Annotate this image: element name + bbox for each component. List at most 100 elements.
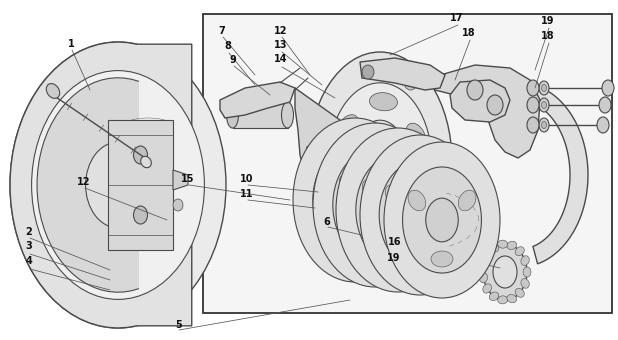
Polygon shape — [10, 42, 192, 328]
Ellipse shape — [403, 192, 437, 237]
Ellipse shape — [367, 142, 393, 182]
Ellipse shape — [133, 146, 148, 164]
Text: 18: 18 — [541, 31, 555, 41]
Ellipse shape — [362, 65, 374, 79]
Ellipse shape — [541, 102, 546, 108]
Ellipse shape — [483, 284, 491, 293]
Ellipse shape — [32, 71, 205, 300]
Ellipse shape — [416, 179, 434, 200]
Polygon shape — [533, 86, 588, 264]
Ellipse shape — [362, 179, 380, 200]
Ellipse shape — [507, 241, 517, 250]
Polygon shape — [37, 78, 139, 292]
Ellipse shape — [393, 174, 411, 195]
Ellipse shape — [86, 142, 150, 228]
Ellipse shape — [487, 95, 503, 115]
Ellipse shape — [539, 98, 549, 112]
Ellipse shape — [480, 273, 488, 283]
Ellipse shape — [356, 154, 440, 266]
Ellipse shape — [437, 185, 455, 205]
Ellipse shape — [527, 80, 539, 96]
Ellipse shape — [541, 85, 546, 91]
Ellipse shape — [527, 117, 539, 133]
Ellipse shape — [315, 206, 325, 214]
Ellipse shape — [373, 169, 391, 190]
Ellipse shape — [282, 102, 294, 128]
Polygon shape — [295, 88, 352, 195]
Ellipse shape — [173, 199, 183, 211]
Ellipse shape — [539, 118, 549, 132]
Ellipse shape — [497, 296, 508, 304]
Ellipse shape — [227, 102, 239, 128]
Ellipse shape — [493, 256, 517, 288]
Polygon shape — [303, 147, 347, 203]
Ellipse shape — [497, 240, 508, 248]
Text: 15: 15 — [181, 174, 195, 184]
Ellipse shape — [521, 256, 529, 266]
Ellipse shape — [333, 149, 417, 261]
Ellipse shape — [431, 251, 453, 267]
Polygon shape — [232, 102, 287, 128]
Ellipse shape — [313, 123, 437, 287]
Text: 4: 4 — [25, 256, 32, 266]
Ellipse shape — [355, 188, 369, 206]
Ellipse shape — [408, 190, 426, 211]
Ellipse shape — [379, 160, 461, 269]
Text: 19: 19 — [541, 16, 555, 26]
Ellipse shape — [404, 72, 418, 90]
Text: 10: 10 — [240, 174, 254, 184]
Ellipse shape — [597, 117, 609, 133]
Ellipse shape — [489, 292, 499, 301]
Ellipse shape — [507, 294, 517, 303]
Ellipse shape — [527, 97, 539, 113]
Ellipse shape — [293, 118, 417, 282]
Ellipse shape — [320, 168, 330, 182]
Text: 19: 19 — [387, 253, 400, 263]
Ellipse shape — [483, 251, 491, 260]
Text: 6: 6 — [324, 217, 331, 227]
Ellipse shape — [483, 244, 527, 300]
Text: 5: 5 — [176, 320, 182, 330]
Ellipse shape — [339, 174, 357, 195]
Text: 1: 1 — [67, 39, 74, 49]
Polygon shape — [360, 58, 445, 90]
Ellipse shape — [337, 177, 373, 223]
Ellipse shape — [354, 162, 366, 172]
Text: 17: 17 — [451, 13, 464, 23]
Bar — [203, 14, 612, 313]
Ellipse shape — [344, 233, 366, 249]
Ellipse shape — [308, 52, 452, 272]
Ellipse shape — [334, 174, 354, 201]
Text: 8: 8 — [224, 41, 231, 51]
Ellipse shape — [364, 238, 386, 254]
Ellipse shape — [387, 243, 409, 259]
Ellipse shape — [599, 97, 611, 113]
Text: 3: 3 — [25, 241, 32, 251]
Ellipse shape — [309, 222, 317, 232]
Ellipse shape — [315, 161, 335, 189]
Text: 13: 13 — [274, 40, 288, 50]
Ellipse shape — [313, 144, 397, 256]
Text: 11: 11 — [240, 189, 254, 199]
Ellipse shape — [409, 247, 431, 263]
Text: 12: 12 — [77, 177, 91, 187]
Ellipse shape — [402, 167, 481, 273]
Ellipse shape — [539, 81, 549, 95]
Ellipse shape — [328, 83, 432, 241]
Ellipse shape — [320, 169, 337, 190]
Polygon shape — [220, 82, 295, 118]
Text: 14: 14 — [274, 54, 288, 64]
Ellipse shape — [426, 198, 458, 242]
Ellipse shape — [360, 135, 480, 295]
Ellipse shape — [358, 182, 392, 228]
Ellipse shape — [337, 115, 358, 140]
Ellipse shape — [541, 121, 546, 129]
Ellipse shape — [353, 120, 407, 204]
Text: 7: 7 — [219, 26, 226, 36]
Ellipse shape — [467, 80, 483, 100]
Ellipse shape — [10, 42, 226, 328]
Ellipse shape — [315, 210, 335, 234]
Ellipse shape — [370, 213, 397, 231]
Ellipse shape — [523, 267, 531, 277]
Polygon shape — [173, 170, 188, 190]
